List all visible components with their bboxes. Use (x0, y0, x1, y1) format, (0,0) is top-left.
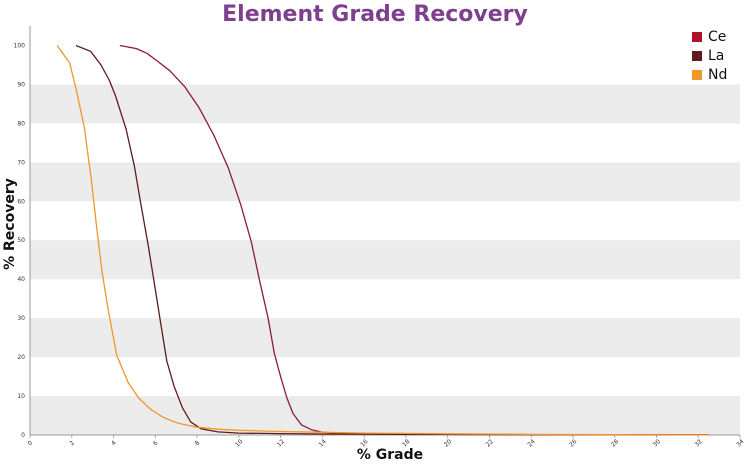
x-tick-label: 2 (68, 439, 76, 447)
y-tick-label: 10 (17, 393, 25, 400)
y-tick-label: 90 (17, 81, 25, 88)
x-tick-label: 22 (485, 438, 495, 448)
y-tick-label: 40 (17, 276, 25, 283)
series-line-la (75, 44, 709, 436)
y-tick-label: 60 (17, 198, 25, 205)
legend-item-la: La (692, 46, 727, 65)
grid-band (30, 396, 740, 435)
series-line-nd (56, 45, 709, 436)
x-tick-label: 16 (359, 438, 369, 448)
legend-label: Nd (708, 66, 728, 83)
series-lines (56, 44, 709, 436)
grid-bands (30, 84, 740, 435)
legend-item-ce: Ce (692, 27, 727, 46)
y-tick-label: 70 (17, 159, 25, 166)
x-axis-label: % Grade (356, 447, 424, 463)
legend-label: La (708, 47, 725, 64)
x-tick-label: 10 (234, 438, 244, 448)
y-tick-label: 30 (17, 315, 25, 322)
grid-band (30, 84, 740, 124)
y-tick-label: 80 (17, 120, 25, 127)
x-tick-label: 6 (152, 439, 160, 447)
x-tick-label: 30 (652, 438, 662, 448)
grid-band (30, 318, 740, 358)
x-tick-label: 14 (318, 438, 328, 448)
grid-band (30, 162, 740, 202)
x-tick-labels: 0 2 4 6 8 10 12 14 16 18 20 22 24 26 28 30 32 34 (27, 435, 746, 449)
y-tick-label: 0 (21, 432, 25, 439)
x-tick-label: 24 (526, 438, 536, 448)
chart-title: Element Grade Recovery (222, 2, 528, 27)
x-tick-label: 18 (401, 438, 411, 448)
y-axis-label: % Recovery (2, 178, 18, 270)
legend-swatch (692, 50, 702, 61)
legend-label: Ce (708, 28, 727, 45)
legend-swatch (692, 69, 702, 80)
x-tick-label: 28 (610, 438, 620, 448)
legend-swatch (692, 31, 702, 42)
y-tick-label: 100 (14, 42, 26, 49)
legend: Ce La Nd (692, 27, 727, 84)
y-tick-label: 50 (17, 237, 25, 244)
x-tick-label: 34 (735, 438, 745, 448)
grid-band (30, 240, 740, 280)
x-tick-label: 8 (194, 439, 202, 447)
x-tick-label: 20 (443, 438, 453, 448)
x-tick-label: 0 (27, 439, 35, 447)
y-tick-label: 20 (17, 354, 25, 361)
legend-item-nd: Nd (692, 65, 727, 84)
x-tick-label: 32 (693, 438, 703, 448)
x-tick-label: 12 (276, 438, 286, 448)
y-tick-labels: 0 10 20 30 40 50 60 70 80 90 100 (14, 42, 26, 439)
x-tick-label: 4 (110, 439, 118, 447)
x-tick-label: 26 (568, 438, 578, 448)
